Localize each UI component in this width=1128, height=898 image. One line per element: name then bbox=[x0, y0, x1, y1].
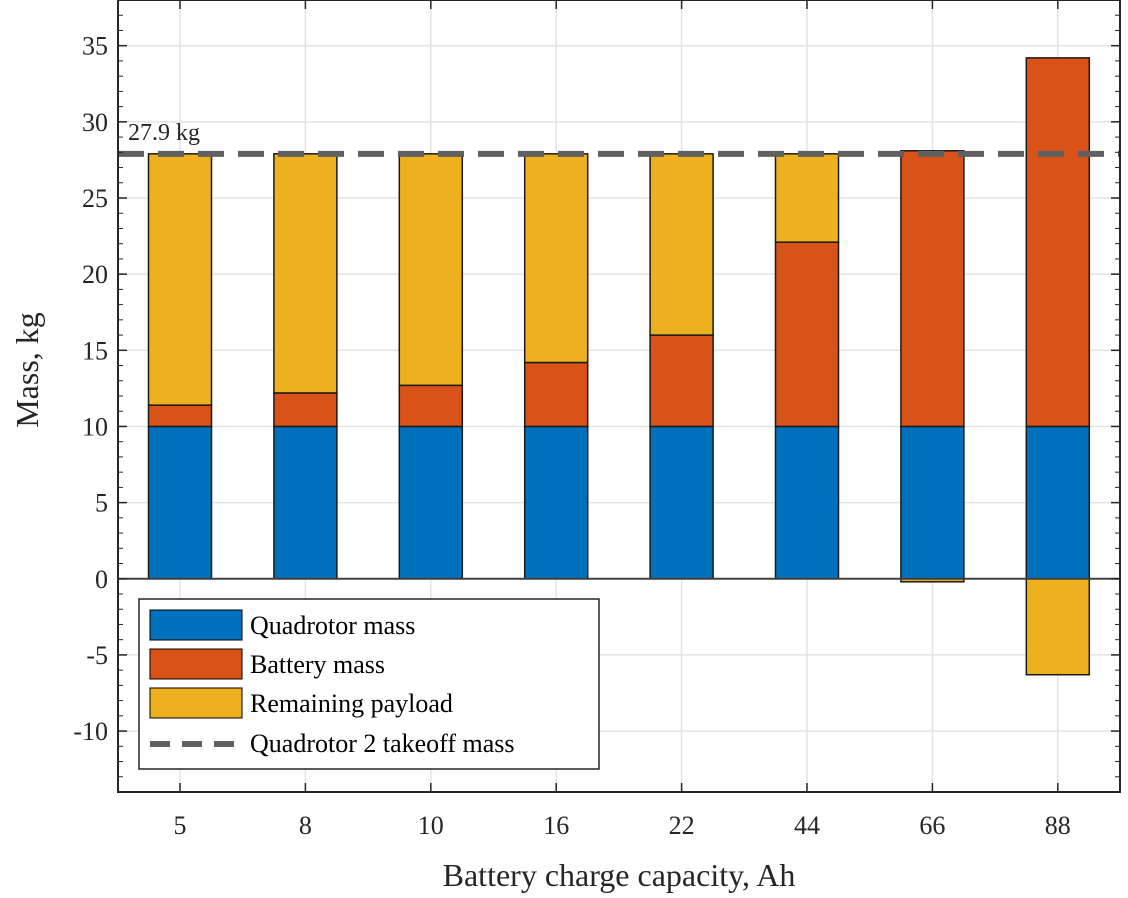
y-tick-label: 10 bbox=[82, 412, 108, 441]
legend-swatch-quadrotor-mass bbox=[149, 609, 243, 641]
bar-remaining-payload-88 bbox=[1025, 578, 1091, 676]
x-tick-label: 88 bbox=[1045, 811, 1071, 840]
bar-remaining-payload-10 bbox=[398, 153, 464, 387]
bar-remaining-payload-8 bbox=[273, 153, 338, 394]
x-tick-label: 22 bbox=[669, 811, 695, 840]
bar-remaining-payload-5 bbox=[147, 153, 213, 406]
legend-swatch-battery-mass bbox=[149, 648, 243, 680]
plot-frame bbox=[117, 0, 1121, 793]
x-tick-labels: 5 8 10 16 22 44 66 88 bbox=[174, 811, 1071, 840]
bar-battery-mass-88 bbox=[1025, 57, 1091, 428]
bars bbox=[147, 57, 1091, 676]
y-tick-label: 0 bbox=[95, 565, 108, 594]
y-tick-label: 30 bbox=[82, 108, 108, 137]
bar-remaining-payload-22 bbox=[649, 153, 714, 336]
bar-remaining-payload-16 bbox=[523, 153, 589, 364]
bar-battery-mass-10 bbox=[398, 384, 464, 428]
bar-battery-mass-22 bbox=[649, 334, 714, 428]
legend-label-battery-mass: Battery mass bbox=[250, 650, 385, 679]
y-tick-label: 5 bbox=[95, 489, 108, 518]
bar-quadrotor-mass-22 bbox=[649, 425, 714, 580]
bar-quadrotor-mass-8 bbox=[273, 425, 338, 580]
y-tick-label: -10 bbox=[73, 717, 108, 746]
bar-remaining-payload-44 bbox=[774, 153, 840, 243]
bar-battery-mass-8 bbox=[273, 392, 338, 428]
y-tick-labels: -10 -5 0 5 10 15 20 25 30 35 bbox=[73, 32, 108, 746]
bar-quadrotor-mass-66 bbox=[900, 425, 965, 580]
bar-quadrotor-mass-44 bbox=[774, 425, 840, 580]
x-tick-label: 8 bbox=[299, 811, 312, 840]
legend-label-remaining-payload: Remaining payload bbox=[250, 689, 453, 718]
legend-swatch-remaining-payload bbox=[149, 687, 243, 719]
bar-battery-mass-16 bbox=[523, 361, 589, 428]
bar-battery-mass-66 bbox=[900, 150, 965, 428]
bar-battery-mass-44 bbox=[774, 241, 840, 428]
x-tick-label: 44 bbox=[794, 811, 820, 840]
y-tick-label: 20 bbox=[82, 260, 108, 289]
legend: Quadrotor mass Battery mass Remaining pa… bbox=[138, 598, 600, 770]
x-tick-label: 5 bbox=[174, 811, 187, 840]
y-tick-label: 35 bbox=[82, 32, 108, 61]
legend-label-quadrotor-mass: Quadrotor mass bbox=[250, 611, 415, 640]
legend-label-takeoff-mass: Quadrotor 2 takeoff mass bbox=[250, 729, 515, 758]
y-axis-title: Mass, kg bbox=[9, 312, 45, 428]
bar-quadrotor-mass-5 bbox=[147, 425, 213, 580]
y-tick-label: 25 bbox=[82, 184, 108, 213]
bar-quadrotor-mass-16 bbox=[523, 425, 589, 580]
reference-line-label: 27.9 kg bbox=[128, 120, 200, 146]
x-tick-label: 66 bbox=[919, 811, 945, 840]
y-tick-label: 15 bbox=[82, 336, 108, 365]
x-axis-title: Battery charge capacity, Ah bbox=[443, 857, 796, 893]
y-tick-label: -5 bbox=[86, 641, 108, 670]
x-tick-label: 16 bbox=[543, 811, 569, 840]
x-tick-label: 10 bbox=[418, 811, 444, 840]
bar-battery-mass-5 bbox=[147, 404, 213, 428]
bar-quadrotor-mass-88 bbox=[1025, 425, 1091, 580]
bar-quadrotor-mass-10 bbox=[398, 425, 464, 580]
